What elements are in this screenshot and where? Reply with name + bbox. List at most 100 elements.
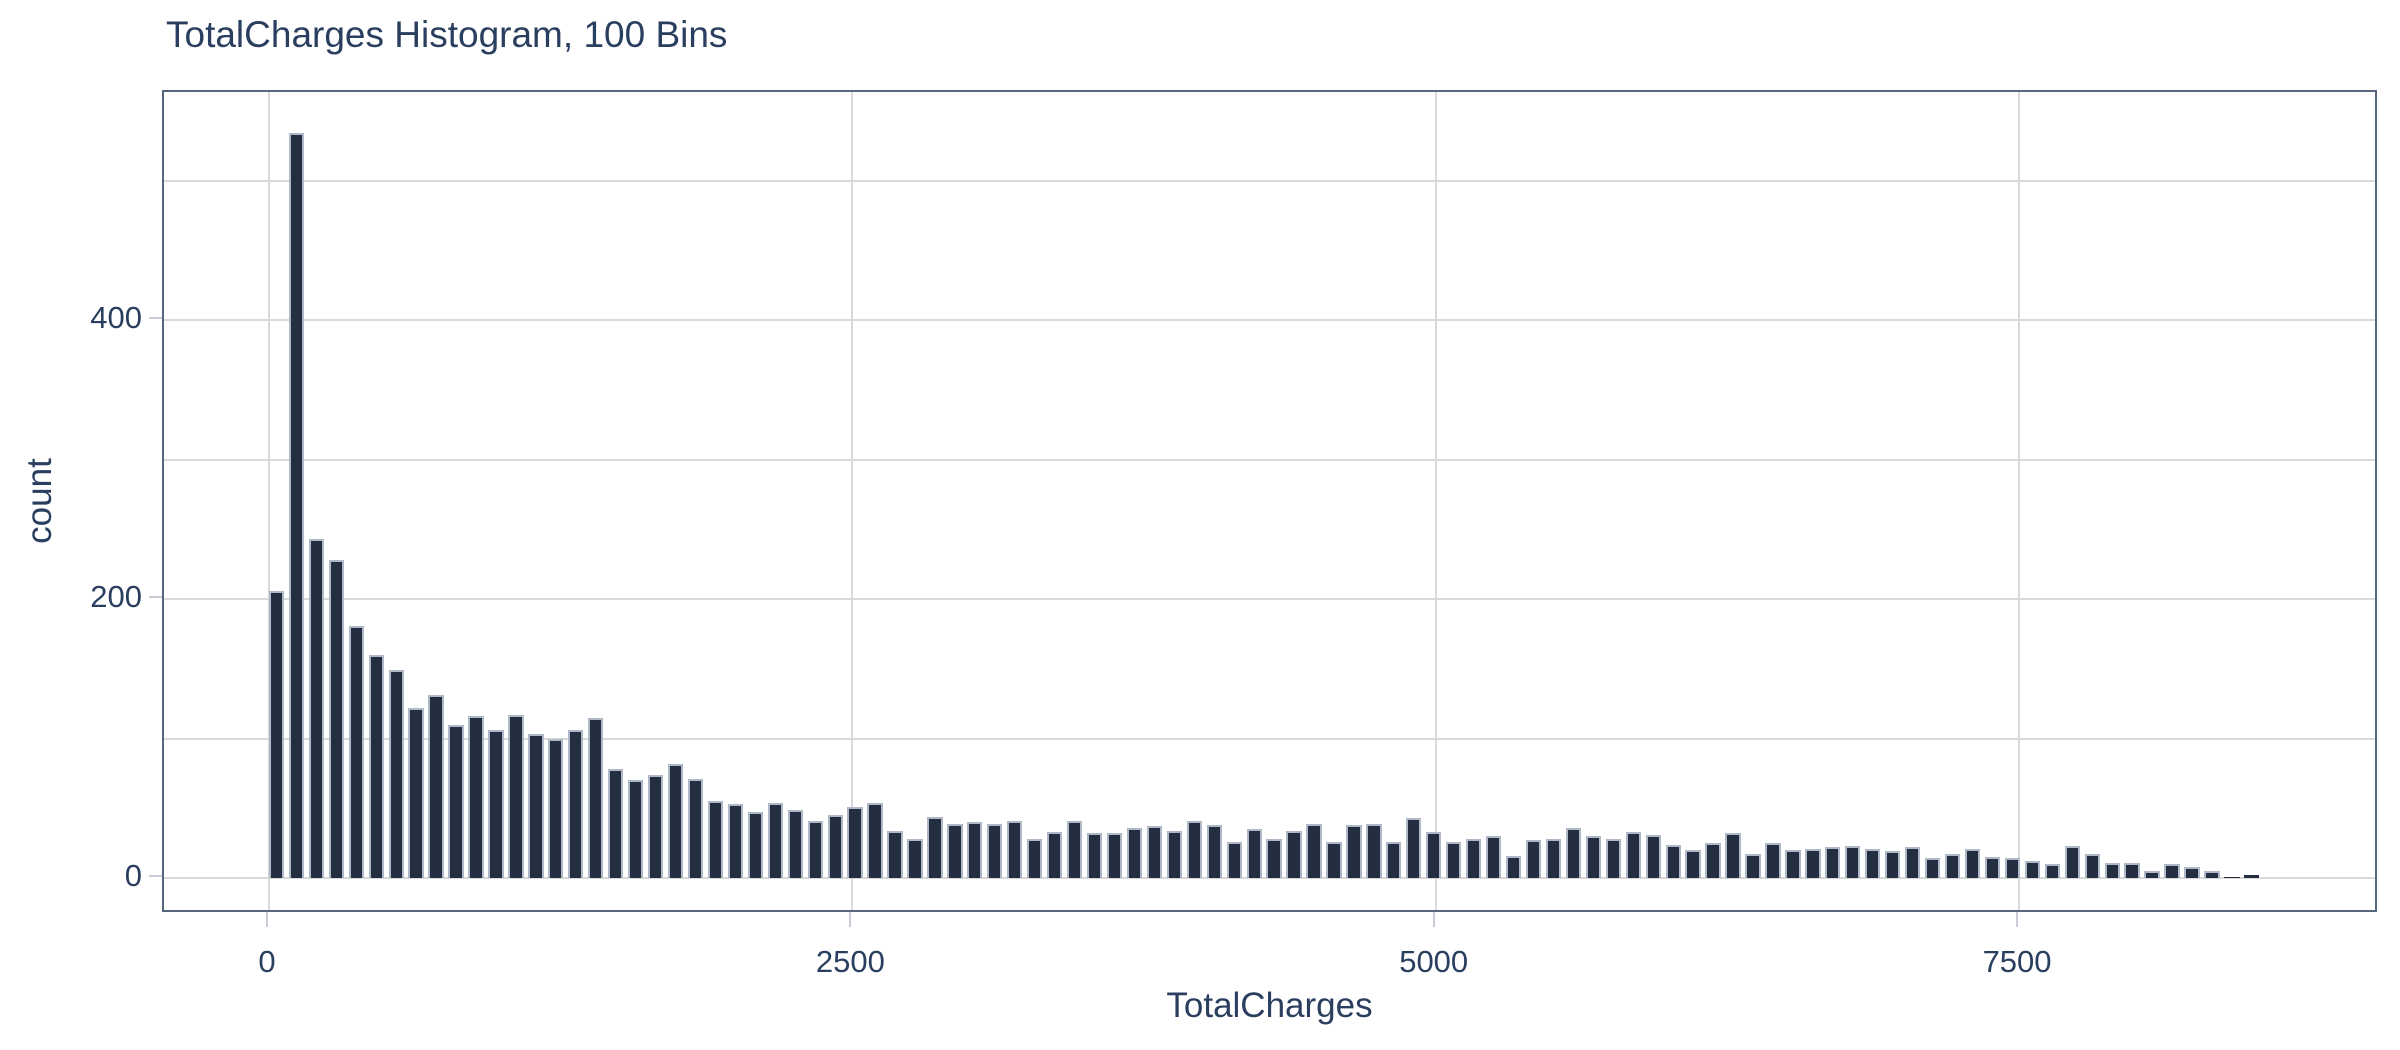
histogram-bar[interactable] bbox=[1545, 838, 1562, 878]
histogram-bar[interactable] bbox=[1326, 841, 1342, 878]
histogram-bar[interactable] bbox=[1406, 818, 1422, 878]
histogram-bar[interactable] bbox=[1805, 848, 1821, 878]
histogram-bar[interactable] bbox=[2104, 862, 2120, 878]
histogram-bar[interactable] bbox=[647, 774, 664, 878]
histogram-bar[interactable] bbox=[2224, 876, 2240, 878]
histogram-bar[interactable] bbox=[2124, 862, 2140, 878]
histogram-bar[interactable] bbox=[1246, 829, 1262, 878]
histogram-bar[interactable] bbox=[1266, 838, 1282, 878]
histogram-bar[interactable] bbox=[1944, 854, 1961, 878]
histogram-bar[interactable] bbox=[1086, 833, 1103, 878]
histogram-bar[interactable] bbox=[2244, 875, 2260, 878]
histogram-bar[interactable] bbox=[1565, 827, 1582, 878]
histogram-bar[interactable] bbox=[927, 816, 943, 878]
histogram-bar[interactable] bbox=[1186, 820, 1202, 878]
histogram-bar[interactable] bbox=[1525, 840, 1542, 878]
histogram-bar[interactable] bbox=[1984, 857, 2001, 878]
histogram-bar[interactable] bbox=[1286, 830, 1302, 878]
histogram-bar[interactable] bbox=[408, 707, 424, 878]
histogram-bar[interactable] bbox=[468, 716, 484, 878]
histogram-bar[interactable] bbox=[2164, 864, 2180, 878]
histogram-bar[interactable] bbox=[1505, 855, 1522, 878]
histogram-bar[interactable] bbox=[747, 812, 763, 878]
histogram-bar[interactable] bbox=[947, 823, 963, 878]
histogram-bar[interactable] bbox=[1725, 833, 1741, 878]
histogram-bar[interactable] bbox=[2084, 854, 2100, 878]
histogram-bar[interactable] bbox=[528, 734, 544, 878]
histogram-bar[interactable] bbox=[1645, 834, 1661, 878]
histogram-bar[interactable] bbox=[1585, 836, 1602, 878]
histogram-bar[interactable] bbox=[2184, 866, 2200, 878]
histogram-bar[interactable] bbox=[1924, 858, 1941, 878]
histogram-bar[interactable] bbox=[1865, 848, 1881, 878]
histogram-bar[interactable] bbox=[2044, 864, 2060, 878]
histogram-bar[interactable] bbox=[428, 695, 444, 878]
histogram-bar[interactable] bbox=[588, 717, 604, 878]
histogram-bar[interactable] bbox=[847, 806, 863, 878]
histogram-bar[interactable] bbox=[967, 822, 983, 878]
histogram-bar[interactable] bbox=[1605, 838, 1621, 878]
histogram-bar[interactable] bbox=[667, 763, 684, 878]
histogram-bar[interactable] bbox=[368, 654, 384, 878]
histogram-bar[interactable] bbox=[1027, 838, 1043, 878]
histogram-bar[interactable] bbox=[1166, 830, 1182, 878]
histogram-bar[interactable] bbox=[328, 559, 344, 878]
histogram-bar[interactable] bbox=[1306, 823, 1322, 878]
histogram-bar[interactable] bbox=[1226, 841, 1242, 878]
histogram-bar[interactable] bbox=[1745, 854, 1761, 878]
histogram-bar[interactable] bbox=[488, 730, 504, 878]
histogram-bar[interactable] bbox=[508, 714, 524, 878]
histogram-bar[interactable] bbox=[627, 780, 644, 878]
histogram-bar[interactable] bbox=[308, 539, 325, 878]
histogram-bar[interactable] bbox=[268, 590, 285, 878]
histogram-bar[interactable] bbox=[767, 802, 783, 878]
histogram-bar[interactable] bbox=[867, 802, 883, 878]
histogram-bar[interactable] bbox=[1705, 843, 1721, 878]
histogram-bar[interactable] bbox=[1825, 847, 1841, 878]
histogram-bar[interactable] bbox=[1785, 850, 1801, 878]
histogram-bar[interactable] bbox=[1446, 841, 1462, 878]
histogram-bar[interactable] bbox=[388, 670, 404, 878]
histogram-bar[interactable] bbox=[1485, 836, 1502, 878]
histogram-bar[interactable] bbox=[348, 625, 364, 878]
histogram-bar[interactable] bbox=[1126, 827, 1143, 878]
histogram-bar[interactable] bbox=[2204, 871, 2220, 878]
histogram-bar[interactable] bbox=[1426, 831, 1442, 878]
histogram-bar[interactable] bbox=[1685, 850, 1701, 878]
histogram-bar[interactable] bbox=[1845, 845, 1861, 878]
histogram-bar[interactable] bbox=[1466, 838, 1482, 878]
histogram-bar[interactable] bbox=[568, 730, 584, 878]
histogram-bar[interactable] bbox=[687, 778, 704, 878]
histogram-bar[interactable] bbox=[1964, 848, 1981, 878]
histogram-bar[interactable] bbox=[1106, 833, 1123, 878]
histogram-bar[interactable] bbox=[448, 724, 464, 878]
histogram-bar[interactable] bbox=[1007, 820, 1023, 878]
histogram-bar[interactable] bbox=[2024, 861, 2040, 878]
histogram-bar[interactable] bbox=[608, 769, 624, 878]
histogram-bar[interactable] bbox=[1066, 820, 1083, 878]
histogram-bar[interactable] bbox=[1366, 823, 1382, 878]
histogram-bar[interactable] bbox=[907, 838, 923, 878]
histogram-bar[interactable] bbox=[727, 804, 744, 878]
histogram-bar[interactable] bbox=[548, 738, 564, 878]
histogram-bar[interactable] bbox=[288, 133, 305, 878]
histogram-bar[interactable] bbox=[1665, 844, 1681, 878]
histogram-bar[interactable] bbox=[1904, 847, 1921, 878]
histogram-bar[interactable] bbox=[2004, 858, 2021, 878]
histogram-bar[interactable] bbox=[1625, 831, 1641, 878]
histogram-bar[interactable] bbox=[2144, 871, 2160, 878]
histogram-bar[interactable] bbox=[807, 820, 823, 878]
histogram-bar[interactable] bbox=[1146, 826, 1163, 878]
histogram-bar[interactable] bbox=[707, 801, 724, 878]
histogram-bar[interactable] bbox=[887, 830, 903, 878]
histogram-bar[interactable] bbox=[987, 823, 1003, 878]
histogram-bar[interactable] bbox=[1386, 841, 1402, 878]
histogram-bar[interactable] bbox=[1885, 851, 1901, 878]
histogram-bar[interactable] bbox=[1346, 824, 1362, 878]
histogram-bar[interactable] bbox=[827, 815, 843, 878]
histogram-bar[interactable] bbox=[2064, 845, 2080, 878]
histogram-bar[interactable] bbox=[1206, 824, 1222, 878]
histogram-bar[interactable] bbox=[1046, 831, 1063, 878]
histogram-bar[interactable] bbox=[1765, 843, 1781, 878]
histogram-bar[interactable] bbox=[787, 809, 803, 878]
